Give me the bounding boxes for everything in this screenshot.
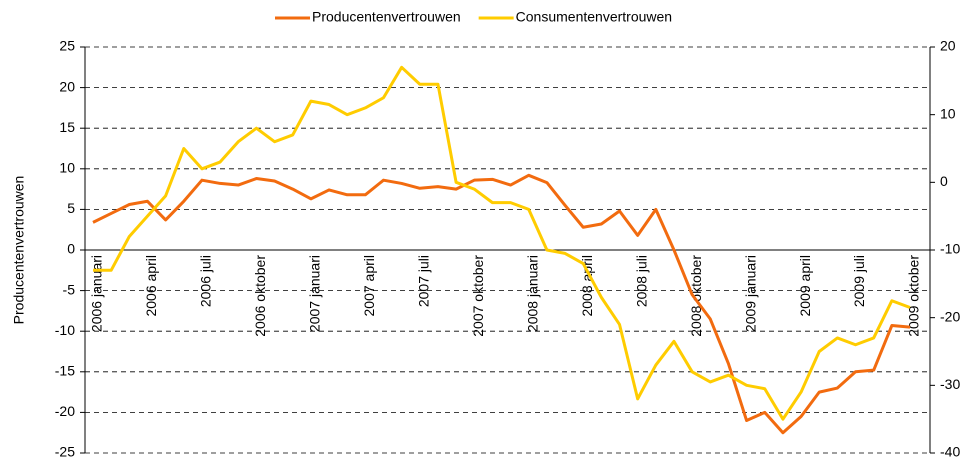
x-tick-label: 2007 januari xyxy=(307,255,323,332)
y-tick-label: -15 xyxy=(55,363,75,379)
y2-tick-label: -20 xyxy=(940,308,960,324)
x-tick-label: 2009 juli xyxy=(851,255,867,307)
y-tick-label: 10 xyxy=(59,160,75,176)
y-tick-label: 5 xyxy=(67,200,75,216)
x-tick-label: 2009 april xyxy=(797,255,813,317)
y-tick-label: -5 xyxy=(63,281,76,297)
x-tick-label: 2009 oktober xyxy=(906,255,922,337)
x-tick-label: 2008 januari xyxy=(524,255,540,332)
x-tick-label: 2008 april xyxy=(579,255,595,317)
y2-tick-label: 0 xyxy=(940,173,948,189)
series-line xyxy=(93,65,911,421)
legend-label: Consumentenvertrouwen xyxy=(516,9,672,25)
x-tick-label: 2006 oktober xyxy=(252,255,268,337)
y-tick-label: 20 xyxy=(59,78,75,94)
x-tick-label: 2009 januari xyxy=(742,255,758,332)
x-tick-label: 2008 juli xyxy=(633,255,649,307)
y2-tick-label: -10 xyxy=(940,241,960,257)
x-tick-label: 2007 april xyxy=(361,255,377,317)
y2-tick-label: 20 xyxy=(940,38,956,54)
x-tick-label: 2007 juli xyxy=(416,255,432,307)
y-axis-label: Producentenvertrouwen xyxy=(11,176,27,325)
y2-tick-label: -40 xyxy=(940,444,960,460)
legend-label: Producentenvertrouwen xyxy=(312,9,461,25)
y2-tick-label: -30 xyxy=(940,376,960,392)
y-tick-label: 25 xyxy=(59,38,75,54)
x-tick-label: 2006 april xyxy=(143,255,159,317)
series-line xyxy=(92,173,911,435)
y-tick-label: 15 xyxy=(59,119,75,135)
y-tick-label: 0 xyxy=(67,241,75,257)
y-tick-label: -25 xyxy=(55,444,75,460)
x-tick-label: 2007 oktober xyxy=(470,255,486,337)
y2-tick-label: 10 xyxy=(940,105,956,121)
y-tick-label: -10 xyxy=(55,322,75,338)
x-tick-label: 2006 juli xyxy=(198,255,214,307)
y-tick-label: -20 xyxy=(55,403,75,419)
x-tick-label: 2008 oktober xyxy=(688,255,704,337)
x-tick-label: 2006 januari xyxy=(89,255,105,332)
